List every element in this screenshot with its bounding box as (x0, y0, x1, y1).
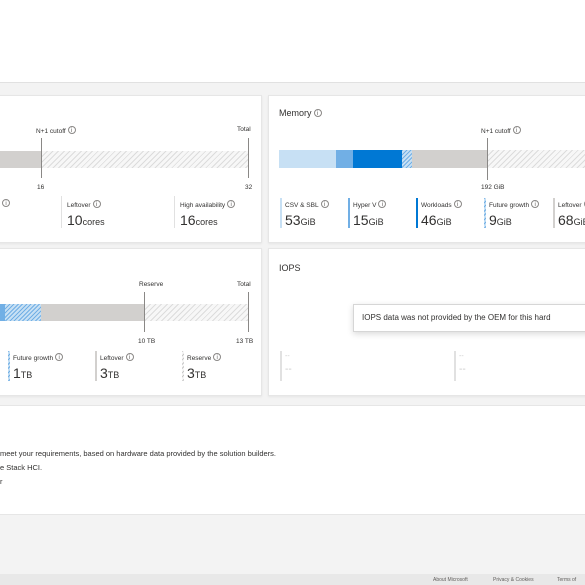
memory-bar-csv-sbl (279, 150, 336, 168)
footer-link-terms[interactable]: Terms of (557, 577, 577, 583)
cpu-total-tick (248, 138, 249, 178)
info-icon[interactable]: i (320, 200, 329, 208)
storage-tick-10: 10 TB (138, 338, 156, 345)
info-panel: meet your requirements, based on hardwar… (0, 405, 585, 515)
cpu-tick-32: 32 (245, 184, 253, 191)
info-icon[interactable]: i (213, 353, 222, 361)
memory-bar-remaining (487, 150, 585, 168)
iops-placeholder-b: -- -- (454, 351, 466, 381)
memory-tick-192: 192 GiB (481, 184, 505, 191)
info-icon[interactable]: i (67, 126, 76, 134)
memory-bar-future-growth (402, 150, 412, 168)
cpu-usage-bar (0, 151, 41, 168)
footer-link-about[interactable]: About Microsoft (433, 577, 468, 583)
info-icon[interactable]: i (378, 200, 387, 208)
cpu-tick-16: 16 (37, 184, 45, 191)
storage-bar-future-growth (5, 304, 41, 321)
memory-metric-csv-sbl: CSV & SBL i 53GiB (280, 198, 329, 228)
cpu-card: N+1 cutoff i Total 16 32 i Leftover i 10co… (0, 95, 262, 243)
footer-link-privacy[interactable]: Privacy & Cookies (493, 577, 534, 583)
page-footer: About Microsoft Privacy & Cookies Terms … (0, 574, 585, 585)
storage-reserve-tick (144, 292, 145, 332)
info-icon[interactable]: i (313, 109, 322, 117)
iops-unavailable-tooltip: IOPS data was not provided by the OEM fo… (353, 304, 585, 332)
iops-placeholder-a: -- -- (280, 351, 292, 381)
storage-card: Reserve Total 10 TB 13 TB Future growth i… (0, 248, 262, 396)
storage-metric-future-growth: Future growth i 1TB (8, 351, 64, 381)
storage-reserve-label: Reserve (139, 281, 164, 288)
memory-metric-future-growth: Future growth i 9GiB (484, 198, 540, 228)
memory-bar-hyperv (336, 150, 353, 168)
memory-n1-cutoff-label: N+1 cutoff i (481, 126, 521, 135)
info-line-3: r (0, 477, 3, 486)
storage-total-label: Total (237, 281, 251, 288)
memory-n1-tick (487, 138, 488, 180)
memory-card: Memory i N+1 cutoff i 192 GiB CSV & SBL i 5… (268, 95, 585, 243)
info-icon[interactable]: i (512, 126, 521, 134)
info-line-1: meet your requirements, based on hardwar… (0, 449, 276, 458)
cpu-metric-leftover: Leftover i 10cores (67, 200, 105, 228)
page-header-area (0, 0, 585, 83)
storage-metric-leftover: Leftover i 3TB (95, 351, 134, 381)
storage-bar-reserve (144, 304, 248, 321)
info-icon[interactable]: i (453, 200, 462, 208)
memory-card-title: Memory i (279, 108, 322, 118)
info-icon[interactable]: i (227, 200, 236, 208)
storage-bar-used (0, 304, 5, 321)
memory-bar-workloads (353, 150, 402, 168)
info-icon[interactable]: i (531, 200, 540, 208)
storage-metric-reserve: Reserve i 3TB (182, 351, 222, 381)
metric-separator (61, 196, 62, 228)
info-icon[interactable]: i (125, 353, 134, 361)
info-line-2: e Stack HCI. (0, 463, 43, 472)
info-icon[interactable]: i (2, 199, 10, 207)
cpu-n1-tick (41, 138, 42, 178)
metric-separator (174, 196, 175, 228)
storage-tick-13: 13 TB (236, 338, 254, 345)
iops-card-title: IOPS (279, 263, 301, 273)
info-icon[interactable]: i (92, 200, 101, 208)
memory-bar-leftover (412, 150, 487, 168)
cpu-n1-cutoff-label: N+1 cutoff i (36, 126, 76, 135)
memory-metric-workloads: Workloads i 46GiB (416, 198, 462, 228)
cpu-remaining-bar (41, 151, 248, 168)
cpu-total-label: Total (237, 126, 251, 133)
cpu-metric-high-availability: High availability i 16cores (180, 200, 236, 228)
storage-bar-leftover (41, 304, 144, 321)
info-icon[interactable]: i (55, 353, 64, 361)
storage-total-tick (248, 292, 249, 332)
